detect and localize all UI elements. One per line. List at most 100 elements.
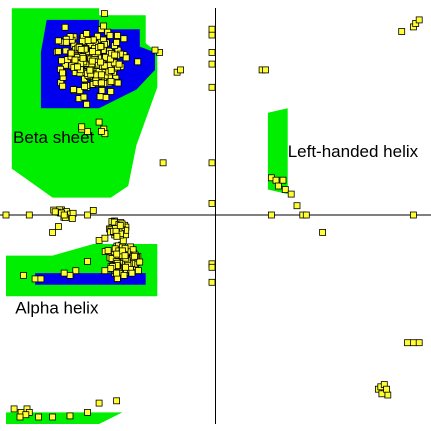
data-point (128, 269, 136, 277)
data-point (72, 267, 80, 275)
data-point (113, 250, 121, 258)
data-point (101, 267, 109, 275)
data-point (55, 37, 62, 45)
data-point (84, 408, 91, 416)
data-point (115, 60, 123, 68)
data-point (83, 30, 90, 38)
allowed-region-4 (267, 108, 288, 195)
data-point (51, 208, 59, 216)
data-point (119, 237, 127, 245)
data-point (59, 69, 66, 77)
data-point (62, 38, 70, 46)
data-point (97, 58, 104, 66)
data-point (415, 339, 423, 347)
data-point (74, 63, 81, 71)
data-point (94, 32, 101, 40)
data-point (95, 399, 103, 407)
data-point (22, 411, 30, 419)
data-point (61, 23, 69, 31)
data-point (383, 385, 391, 393)
data-point (102, 94, 110, 101)
data-point (95, 237, 103, 244)
data-point (60, 269, 68, 277)
data-point (262, 66, 269, 74)
data-point (121, 252, 129, 260)
data-point (409, 211, 417, 219)
data-point (98, 127, 105, 135)
data-point (107, 78, 115, 85)
data-point (120, 271, 128, 279)
data-point (101, 234, 109, 242)
data-point (101, 10, 108, 18)
regions-layer (6, 8, 288, 424)
data-point (122, 263, 129, 271)
data-point (104, 247, 112, 255)
data-point (107, 55, 114, 63)
data-point (20, 271, 27, 279)
data-point (111, 51, 119, 59)
data-point (208, 49, 216, 56)
data-point (10, 405, 18, 413)
data-point (89, 206, 97, 214)
data-point (272, 176, 280, 184)
data-point (89, 48, 96, 55)
data-point (113, 269, 120, 277)
data-point (83, 100, 90, 108)
data-point (67, 49, 75, 57)
data-point (113, 39, 120, 46)
data-point (412, 19, 420, 27)
data-point (80, 93, 88, 101)
data-point (2, 211, 10, 219)
data-point (31, 275, 39, 283)
data-point (66, 271, 74, 279)
points-layer (2, 10, 423, 421)
data-point (177, 66, 185, 74)
data-point (114, 79, 122, 87)
data-point (70, 86, 77, 93)
data-point (281, 186, 289, 193)
data-point (98, 79, 105, 87)
data-point (49, 413, 56, 421)
data-point (35, 413, 42, 421)
data-point (208, 159, 216, 167)
data-point (319, 228, 327, 236)
data-point (37, 275, 45, 283)
data-point (208, 199, 216, 207)
data-point (208, 25, 216, 33)
labels-layer: Beta sheet Alpha helix Left-handed helix (13, 128, 419, 318)
data-point (25, 211, 33, 219)
alpha-helix-label: Alpha helix (15, 299, 99, 318)
data-point (404, 339, 411, 347)
data-point (130, 252, 138, 260)
data-point (136, 258, 144, 266)
data-point (84, 37, 92, 44)
data-point (279, 176, 287, 184)
data-point (415, 16, 423, 24)
data-point (55, 223, 62, 231)
data-point (78, 123, 86, 131)
data-point (208, 83, 216, 91)
data-point (107, 264, 115, 272)
data-point (409, 339, 417, 347)
data-point (384, 391, 392, 399)
data-point (77, 46, 85, 53)
data-point (378, 390, 386, 398)
data-point (96, 93, 104, 101)
data-point (122, 54, 130, 62)
data-point (16, 413, 24, 421)
data-point (274, 182, 282, 190)
data-point (60, 211, 68, 219)
data-point (84, 257, 91, 265)
data-point (134, 58, 142, 66)
data-point (59, 82, 66, 90)
data-point (66, 412, 74, 420)
data-point (208, 263, 216, 271)
data-point (159, 159, 167, 167)
data-point (114, 32, 121, 39)
data-point (54, 48, 62, 55)
data-point (293, 202, 301, 210)
data-point (106, 32, 114, 39)
data-point (208, 60, 216, 68)
data-point (120, 35, 128, 43)
